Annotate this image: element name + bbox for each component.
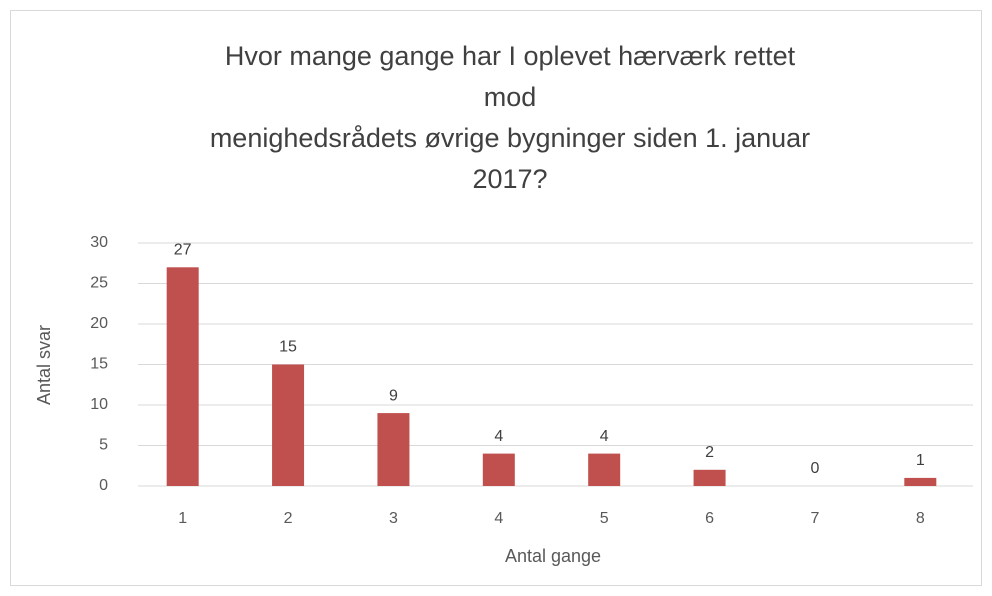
data-label: 2 (705, 444, 714, 461)
x-axis-title: Antal gange (505, 546, 601, 566)
bar (693, 469, 726, 486)
x-tick-label: 5 (600, 510, 609, 527)
data-label: 15 (279, 339, 297, 356)
x-tick-label: 8 (916, 510, 925, 527)
chart-title: Hvor mange gange har I oplevet hærværk r… (225, 41, 796, 71)
bar (904, 477, 937, 486)
data-label: 4 (600, 428, 609, 445)
bar (166, 267, 199, 486)
x-tick-label: 7 (810, 510, 819, 527)
y-tick-label: 15 (90, 356, 108, 373)
bar (272, 364, 305, 486)
data-label: 4 (494, 428, 503, 445)
data-label: 9 (389, 387, 398, 404)
y-tick-label: 5 (99, 437, 108, 454)
y-tick-label: 0 (99, 477, 108, 494)
x-tick-label: 2 (284, 510, 293, 527)
chart-title: mod (484, 82, 537, 112)
y-axis-title: Antal svar (34, 325, 54, 405)
bar (588, 453, 621, 486)
y-tick-label: 10 (90, 396, 108, 413)
data-label: 1 (916, 452, 925, 469)
bar (377, 413, 410, 486)
chart-title: menighedsrådets øvrige bygninger siden 1… (210, 123, 810, 153)
data-label: 0 (810, 460, 819, 477)
data-label: 27 (174, 242, 192, 259)
x-tick-label: 1 (178, 510, 187, 527)
x-tick-label: 4 (494, 510, 503, 527)
x-tick-label: 6 (705, 510, 714, 527)
y-tick-label: 20 (90, 315, 108, 332)
bar (482, 453, 515, 486)
y-tick-label: 30 (90, 234, 108, 251)
y-tick-label: 25 (90, 275, 108, 292)
x-tick-label: 3 (389, 510, 398, 527)
chart-title: 2017? (472, 164, 547, 194)
